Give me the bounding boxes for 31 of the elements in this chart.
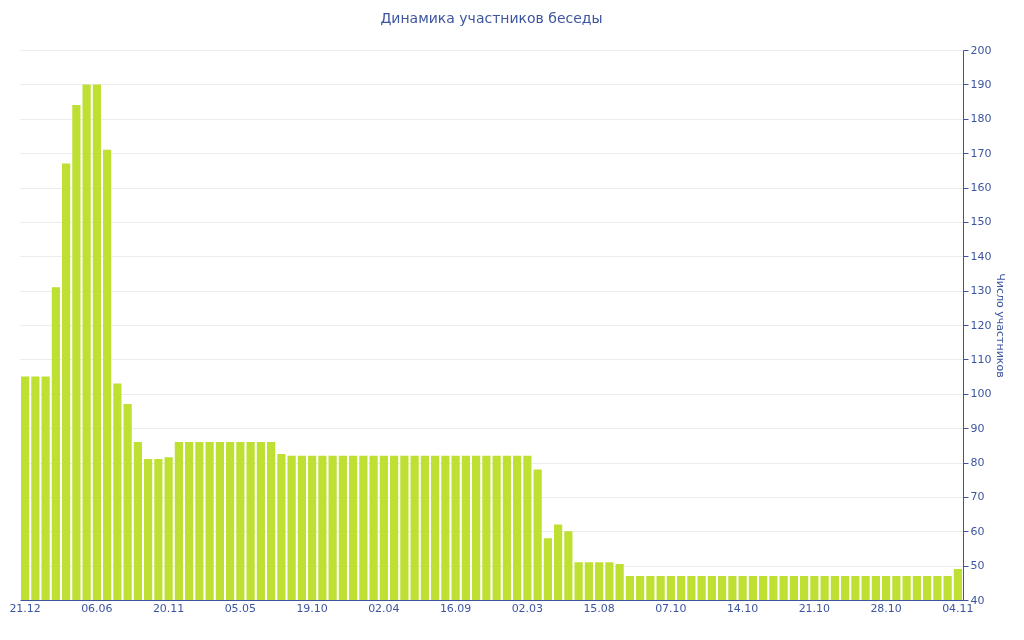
y-tick-label: 120 [970,318,992,332]
y-tick-label: 70 [970,490,985,504]
x-tick-label: 20.11 [152,601,185,615]
x-tick-label: 02.03 [511,601,544,615]
y-tick-label: 50 [970,559,985,573]
chart-title: Динамика участников беседы [380,10,603,26]
x-tick-label: 21.12 [9,601,41,615]
y-tick-label: 100 [970,387,992,401]
x-tick-label: 06.06 [81,601,113,615]
x-tick-label: 07.10 [655,601,687,615]
x-tick-label: 21.10 [798,601,831,615]
x-tick-label: 02.04 [368,601,400,615]
y-tick-label: 160 [970,181,992,194]
y-tick-label: 180 [970,112,992,126]
x-tick-label: 19.10 [296,601,328,615]
y-tick-label: 130 [970,284,992,298]
y-tick-label: 170 [970,146,992,160]
x-tick-label: 14.10 [726,601,759,615]
y-tick-label: 200 [970,43,992,57]
x-tick-label: 05.05 [224,601,257,615]
y-tick-label: 110 [970,352,992,366]
x-tick-label: 15.08 [583,601,615,615]
y-tick-label: 60 [970,524,985,538]
y-tick-label: 90 [970,421,985,435]
y-tick-label: 140 [970,249,992,263]
y-tick-label: 150 [970,215,992,229]
y-tick-label: 190 [970,77,992,91]
y-tick-label: 80 [970,456,985,469]
x-tick-label: 28.10 [870,601,902,615]
x-tick-label: 16.09 [439,601,472,615]
y-axis-title: Число участников [994,273,1008,378]
